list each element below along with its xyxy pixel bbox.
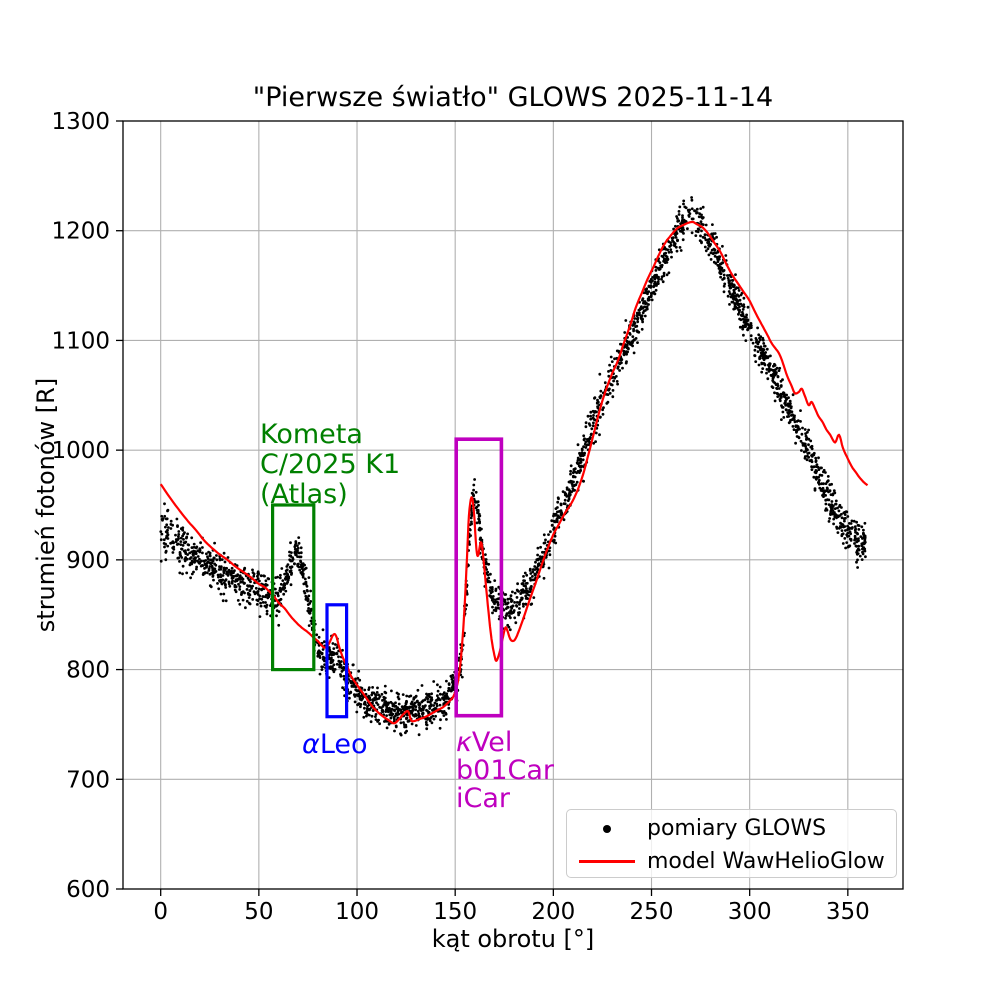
tick-marks	[116, 120, 849, 896]
comet-box	[271, 503, 316, 672]
x-tick-label: 50	[244, 899, 273, 925]
axes-spines	[122, 120, 904, 890]
kvel-box	[454, 437, 504, 718]
scatter-dot-icon	[603, 824, 611, 833]
annotation-kvel-line1: κVel	[456, 729, 554, 757]
annotation-kvel-line2: b01Car	[456, 755, 554, 786]
model-line-path	[159, 220, 869, 725]
legend-item-model: model WawHelioGlow	[567, 845, 896, 878]
legend: pomiary GLOWS model WawHelioGlow	[566, 809, 897, 878]
annotation-kvel-greek: κ	[456, 727, 472, 758]
annotation-kvel-line3: iCar	[456, 783, 510, 814]
tick-labels: 0 50 100 150 200 250 300 350 600 700 800 900 1000 110…	[51, 109, 869, 925]
y-tick-label: 1000	[51, 438, 110, 464]
x-tick-label: 100	[335, 899, 379, 925]
legend-marker-area	[567, 824, 647, 833]
model-line-series	[159, 220, 869, 725]
legend-item-measurements: pomiary GLOWS	[567, 812, 896, 845]
x-tick-label: 250	[630, 899, 674, 925]
chart-title: "Pierwsze światło" GLOWS 2025-11-14	[252, 82, 774, 113]
annotation-comet-line1: Kometa	[260, 419, 363, 450]
x-axis-label: kąt obrotu [°]	[431, 925, 595, 953]
annotation-comet: Kometa C/2025 K1 (Atlas)	[260, 420, 400, 510]
annotation-kvel-line1-text: Vel	[471, 727, 513, 758]
annotation-comet-line2: C/2025 K1	[260, 449, 401, 480]
x-tick-label: 350	[826, 899, 870, 925]
legend-label-measurements: pomiary GLOWS	[647, 816, 827, 841]
y-tick-label: 1300	[51, 109, 110, 135]
annotation-alpha-leo-greek: α	[302, 729, 320, 760]
annotation-alpha-leo-text: Leo	[319, 729, 368, 760]
y-tick-label: 1100	[51, 328, 110, 354]
model-line-icon	[579, 859, 635, 864]
y-axis-label: strumień fotonów [R]	[32, 377, 60, 633]
y-tick-label: 900	[66, 548, 110, 574]
annotation-alpha-leo: αLeo	[302, 729, 368, 760]
axes-frame	[122, 120, 904, 890]
legend-marker-area	[567, 859, 647, 864]
annotation-boxes	[271, 437, 504, 719]
x-tick-label: 200	[531, 899, 575, 925]
annotation-kvel: κVel b01Car iCar	[456, 729, 554, 813]
annotation-comet-line3: (Atlas)	[260, 479, 348, 510]
y-tick-label: 600	[66, 877, 110, 903]
gridlines	[123, 120, 903, 890]
x-tick-label: 0	[153, 899, 168, 925]
y-tick-label: 1200	[51, 219, 110, 245]
y-tick-label: 800	[66, 658, 110, 684]
legend-label-model: model WawHelioGlow	[647, 849, 885, 874]
x-tick-label: 150	[433, 899, 477, 925]
alpha-leo-box	[325, 603, 349, 719]
y-tick-label: 700	[66, 767, 110, 793]
x-tick-label: 300	[728, 899, 772, 925]
